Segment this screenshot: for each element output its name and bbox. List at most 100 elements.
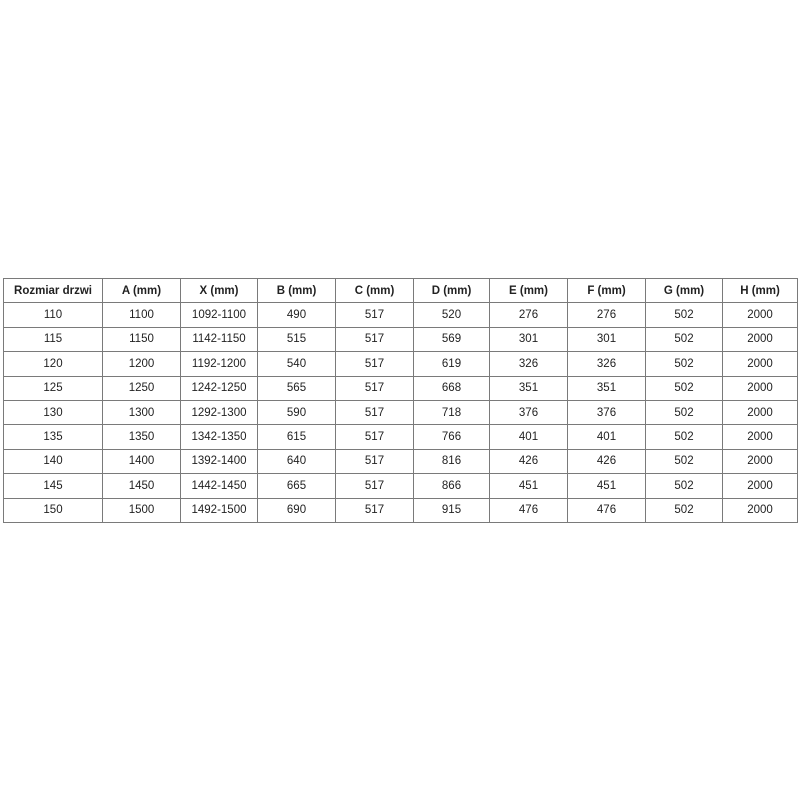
table-cell: 1100 bbox=[102, 302, 181, 328]
table-cell: 1442-1450 bbox=[180, 473, 258, 499]
table-cell: 2000 bbox=[722, 424, 798, 450]
table-cell: 517 bbox=[335, 399, 414, 426]
table-cell: 690 bbox=[257, 497, 336, 523]
table-cell: 569 bbox=[413, 326, 490, 353]
table-cell: 517 bbox=[335, 351, 414, 377]
table-cell: 426 bbox=[489, 448, 568, 475]
table-cell: 502 bbox=[645, 351, 723, 377]
table-cell: 1392-1400 bbox=[180, 448, 258, 475]
table-cell: 2000 bbox=[722, 473, 798, 499]
header-row: Rozmiar drzwi A (mm) X (mm) B (mm) C (mm) D (… bbox=[3, 277, 798, 304]
table-cell: 326 bbox=[567, 351, 646, 377]
table-cell: 451 bbox=[567, 473, 646, 499]
table-cell: 125 bbox=[3, 375, 103, 401]
table-cell: 502 bbox=[645, 302, 723, 328]
table-cell: 502 bbox=[645, 326, 723, 353]
table-cell: 1150 bbox=[102, 326, 181, 353]
table-cell: 145 bbox=[3, 473, 103, 499]
table-cell: 517 bbox=[335, 497, 414, 523]
table-cell: 1292-1300 bbox=[180, 399, 258, 426]
table-row: 130 1300 1292-1300 590 517 718 376 376 502 2000 bbox=[3, 399, 798, 426]
table-cell: 376 bbox=[567, 399, 646, 426]
table-cell: 301 bbox=[489, 326, 568, 353]
table-cell: 150 bbox=[3, 497, 103, 523]
table-cell: 502 bbox=[645, 448, 723, 475]
column-header: A (mm) bbox=[102, 277, 181, 304]
table-cell: 515 bbox=[257, 326, 336, 353]
column-header: D (mm) bbox=[413, 277, 490, 304]
column-header: E (mm) bbox=[489, 277, 568, 304]
table-cell: 502 bbox=[645, 424, 723, 450]
table-cell: 1192-1200 bbox=[180, 351, 258, 377]
table-cell: 2000 bbox=[722, 448, 798, 475]
table-cell: 718 bbox=[413, 399, 490, 426]
column-header: X (mm) bbox=[180, 277, 258, 304]
table-cell: 520 bbox=[413, 302, 490, 328]
table-cell: 276 bbox=[489, 302, 568, 328]
table-cell: 451 bbox=[489, 473, 568, 499]
table-cell: 502 bbox=[645, 375, 723, 401]
table-cell: 401 bbox=[489, 424, 568, 450]
table-cell: 376 bbox=[489, 399, 568, 426]
table-cell: 668 bbox=[413, 375, 490, 401]
table-cell: 2000 bbox=[722, 399, 798, 426]
table-cell: 2000 bbox=[722, 497, 798, 523]
table-cell: 326 bbox=[489, 351, 568, 377]
table-cell: 517 bbox=[335, 302, 414, 328]
table-cell: 502 bbox=[645, 473, 723, 499]
table-cell: 502 bbox=[645, 497, 723, 523]
table-cell: 301 bbox=[567, 326, 646, 353]
table-cell: 517 bbox=[335, 326, 414, 353]
table-row: 150 1500 1492-1500 690 517 915 476 476 502 2000 bbox=[3, 497, 798, 523]
table-cell: 1300 bbox=[102, 399, 181, 426]
table-cell: 351 bbox=[567, 375, 646, 401]
table-cell: 517 bbox=[335, 424, 414, 450]
table-row: 135 1350 1342-1350 615 517 766 401 401 502 2000 bbox=[3, 424, 798, 450]
table-cell: 619 bbox=[413, 351, 490, 377]
table-cell: 540 bbox=[257, 351, 336, 377]
column-header: Rozmiar drzwi bbox=[3, 277, 103, 304]
column-header: H (mm) bbox=[722, 277, 798, 304]
table-cell: 816 bbox=[413, 448, 490, 475]
table-cell: 110 bbox=[3, 302, 103, 328]
table-cell: 565 bbox=[257, 375, 336, 401]
table-cell: 1092-1100 bbox=[180, 302, 258, 328]
table-cell: 1400 bbox=[102, 448, 181, 475]
table-cell: 1492-1500 bbox=[180, 497, 258, 523]
table-row: 110 1100 1092-1100 490 517 520 276 276 502 2000 bbox=[3, 302, 798, 328]
table-cell: 140 bbox=[3, 448, 103, 475]
table-cell: 502 bbox=[645, 399, 723, 426]
table-cell: 915 bbox=[413, 497, 490, 523]
table-cell: 517 bbox=[335, 375, 414, 401]
table-cell: 276 bbox=[567, 302, 646, 328]
table-cell: 2000 bbox=[722, 375, 798, 401]
table-cell: 351 bbox=[489, 375, 568, 401]
table-cell: 1250 bbox=[102, 375, 181, 401]
table-cell: 135 bbox=[3, 424, 103, 450]
table-cell: 130 bbox=[3, 399, 103, 426]
table-cell: 1450 bbox=[102, 473, 181, 499]
dimensions-table: Rozmiar drzwi A (mm) X (mm) B (mm) C (mm) D (… bbox=[3, 277, 798, 523]
table-cell: 2000 bbox=[722, 351, 798, 377]
table-cell: 1350 bbox=[102, 424, 181, 450]
table-row: 120 1200 1192-1200 540 517 619 326 326 502 2000 bbox=[3, 351, 798, 377]
table-cell: 1142-1150 bbox=[180, 326, 258, 353]
table-cell: 2000 bbox=[722, 326, 798, 353]
table-row: 115 1150 1142-1150 515 517 569 301 301 502 2000 bbox=[3, 326, 798, 353]
table-cell: 1200 bbox=[102, 351, 181, 377]
column-header: C (mm) bbox=[335, 277, 414, 304]
table-cell: 476 bbox=[567, 497, 646, 523]
table-cell: 517 bbox=[335, 473, 414, 499]
table-cell: 120 bbox=[3, 351, 103, 377]
table-cell: 2000 bbox=[722, 302, 798, 328]
table-row: 125 1250 1242-1250 565 517 668 351 351 502 2000 bbox=[3, 375, 798, 401]
column-header: F (mm) bbox=[567, 277, 646, 304]
table-cell: 1342-1350 bbox=[180, 424, 258, 450]
column-header: B (mm) bbox=[257, 277, 336, 304]
table-cell: 517 bbox=[335, 448, 414, 475]
table-cell: 766 bbox=[413, 424, 490, 450]
table-cell: 490 bbox=[257, 302, 336, 328]
table-cell: 866 bbox=[413, 473, 490, 499]
table-cell: 1500 bbox=[102, 497, 181, 523]
table-cell: 615 bbox=[257, 424, 336, 450]
